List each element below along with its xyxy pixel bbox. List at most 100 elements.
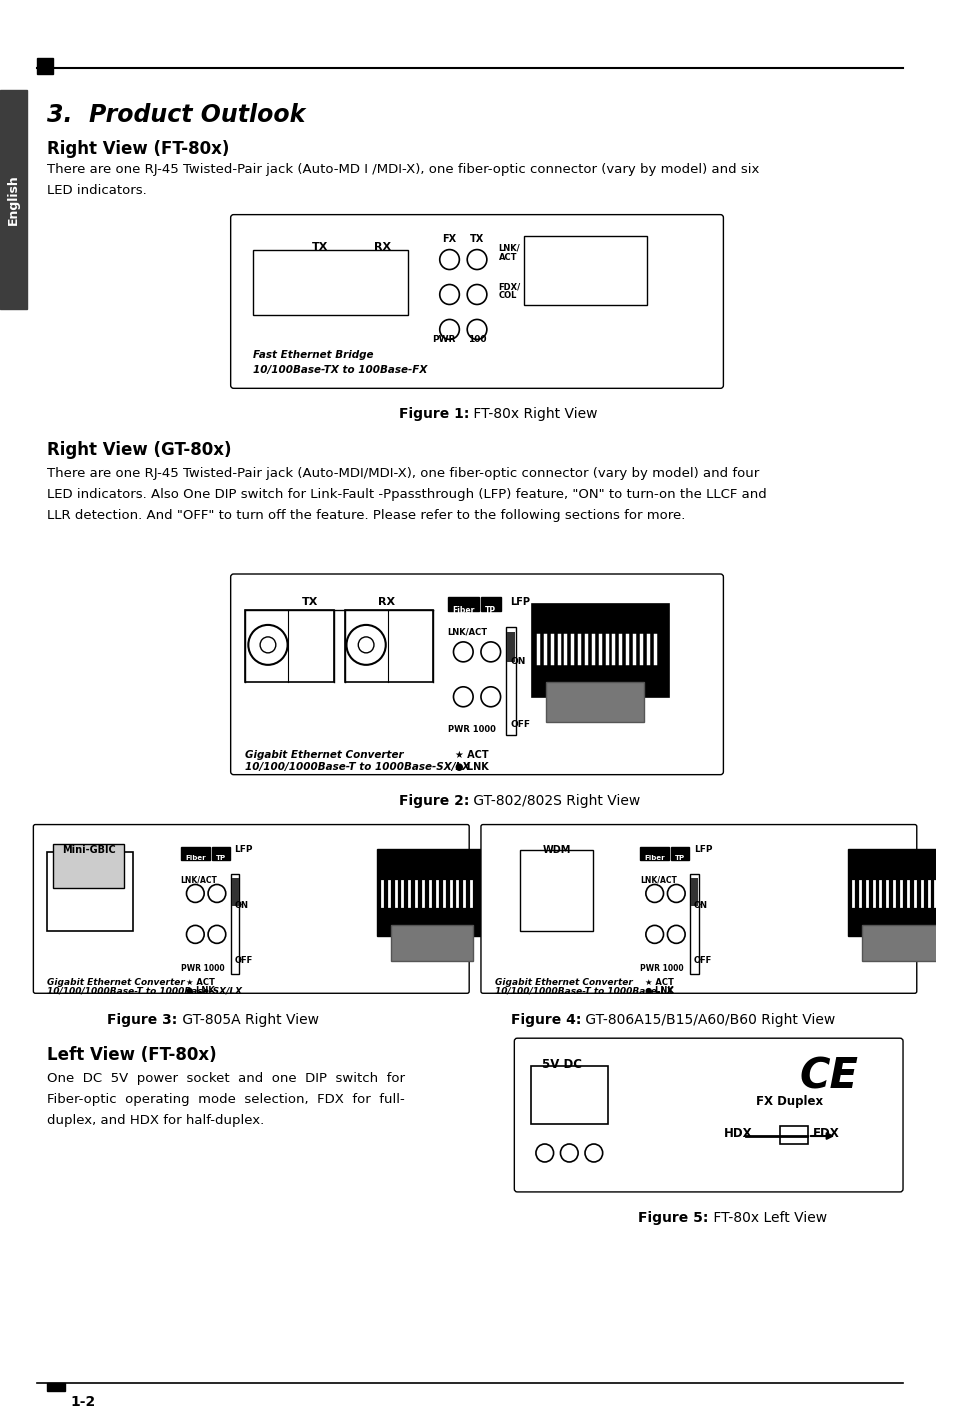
Text: PWR 1000: PWR 1000 bbox=[180, 964, 224, 973]
Text: PWR 1000: PWR 1000 bbox=[639, 964, 683, 973]
Bar bbox=[231, 874, 239, 974]
Circle shape bbox=[439, 319, 459, 339]
Circle shape bbox=[559, 1144, 578, 1162]
Text: 3.  Product Outlook: 3. Product Outlook bbox=[47, 103, 305, 127]
Text: GT-802/802S Right View: GT-802/802S Right View bbox=[469, 794, 639, 808]
Text: ● LNK: ● LNK bbox=[455, 761, 489, 772]
Bar bbox=[545, 682, 643, 722]
Bar bbox=[344, 610, 433, 682]
Text: OFF: OFF bbox=[510, 720, 530, 729]
Text: LFP: LFP bbox=[234, 844, 253, 853]
Text: CE: CE bbox=[800, 1055, 858, 1097]
Text: 100: 100 bbox=[467, 336, 486, 345]
Bar bbox=[780, 1125, 807, 1144]
Text: ON: ON bbox=[693, 901, 707, 911]
Circle shape bbox=[248, 626, 287, 665]
Circle shape bbox=[453, 642, 473, 662]
Circle shape bbox=[584, 1144, 602, 1162]
Circle shape bbox=[439, 250, 459, 270]
Bar bbox=[245, 610, 334, 682]
Bar bbox=[506, 627, 516, 734]
Text: There are one RJ-45 Twisted-Pair jack (Auto-MDI/MDI-X), one fiber-optic connecto: There are one RJ-45 Twisted-Pair jack (A… bbox=[47, 467, 766, 522]
Circle shape bbox=[186, 884, 204, 902]
FancyBboxPatch shape bbox=[231, 575, 722, 775]
Circle shape bbox=[358, 637, 374, 652]
Text: English: English bbox=[8, 174, 20, 225]
Text: Figure 4:: Figure 4: bbox=[510, 1014, 580, 1028]
Circle shape bbox=[467, 250, 486, 270]
Text: LNK/: LNK/ bbox=[498, 244, 519, 253]
Text: Figure 1:: Figure 1: bbox=[398, 407, 469, 421]
FancyBboxPatch shape bbox=[33, 825, 469, 993]
Bar bbox=[180, 847, 210, 860]
Circle shape bbox=[667, 925, 684, 943]
Text: Fiber: Fiber bbox=[185, 854, 206, 860]
FancyBboxPatch shape bbox=[231, 215, 722, 388]
Text: FT-80x Left View: FT-80x Left View bbox=[708, 1211, 826, 1224]
Circle shape bbox=[536, 1144, 553, 1162]
Text: One  DC  5V  power  socket  and  one  DIP  switch  for
Fiber-optic  operating  m: One DC 5V power socket and one DIP switc… bbox=[47, 1072, 405, 1127]
Circle shape bbox=[480, 642, 500, 662]
Text: HDX: HDX bbox=[722, 1127, 751, 1139]
Bar bbox=[532, 604, 669, 696]
Bar bbox=[53, 843, 124, 888]
Text: ★ ACT: ★ ACT bbox=[455, 750, 489, 760]
Text: FX: FX bbox=[442, 233, 456, 244]
Circle shape bbox=[260, 637, 275, 652]
Text: Fiber: Fiber bbox=[643, 854, 664, 860]
Bar bbox=[212, 847, 230, 860]
Text: LFP: LFP bbox=[693, 844, 712, 853]
Text: ● LNK: ● LNK bbox=[644, 987, 673, 995]
Bar bbox=[37, 58, 53, 73]
Bar bbox=[232, 878, 238, 907]
Text: ON: ON bbox=[510, 657, 525, 666]
Bar bbox=[689, 874, 699, 974]
Text: FT-80x Right View: FT-80x Right View bbox=[469, 407, 598, 421]
Circle shape bbox=[186, 925, 204, 943]
Text: RX: RX bbox=[374, 241, 391, 251]
Circle shape bbox=[667, 884, 684, 902]
Text: FDX: FDX bbox=[812, 1127, 839, 1139]
Circle shape bbox=[467, 284, 486, 305]
Bar bbox=[690, 878, 698, 907]
Bar bbox=[523, 236, 646, 305]
Text: TX: TX bbox=[312, 241, 328, 251]
Text: 10/100/1000Base-T to 1000Base-LX: 10/100/1000Base-T to 1000Base-LX bbox=[495, 987, 673, 995]
Circle shape bbox=[645, 925, 663, 943]
Text: 10/100/1000Base-T to 1000Base-SX/LX: 10/100/1000Base-T to 1000Base-SX/LX bbox=[245, 761, 470, 772]
Text: Gigabit Ethernet Converter: Gigabit Ethernet Converter bbox=[47, 979, 185, 987]
Bar bbox=[519, 850, 592, 932]
Text: LFP: LFP bbox=[510, 597, 530, 607]
Text: 5V DC: 5V DC bbox=[541, 1058, 581, 1072]
Text: OFF: OFF bbox=[234, 956, 253, 966]
Text: WDM: WDM bbox=[542, 844, 570, 854]
Text: Left View (FT-80x): Left View (FT-80x) bbox=[47, 1046, 216, 1065]
Text: Figure 2:: Figure 2: bbox=[398, 794, 469, 808]
Bar bbox=[639, 847, 669, 860]
Text: OFF: OFF bbox=[693, 956, 712, 966]
Text: ON: ON bbox=[234, 901, 249, 911]
Circle shape bbox=[467, 319, 486, 339]
Text: FX Duplex: FX Duplex bbox=[755, 1096, 822, 1108]
Text: ★ ACT: ★ ACT bbox=[644, 979, 673, 987]
Bar bbox=[390, 925, 473, 962]
Text: Gigabit Ethernet Converter: Gigabit Ethernet Converter bbox=[245, 750, 403, 760]
Bar bbox=[253, 250, 408, 315]
FancyBboxPatch shape bbox=[480, 825, 916, 993]
Text: LNK/ACT: LNK/ACT bbox=[447, 628, 487, 637]
Text: 10/100/1000Base-T to 1000Base-SX/LX: 10/100/1000Base-T to 1000Base-SX/LX bbox=[47, 987, 242, 995]
Text: GT-805A Right View: GT-805A Right View bbox=[177, 1014, 318, 1028]
Text: Figure 3:: Figure 3: bbox=[108, 1014, 177, 1028]
Text: 1-2: 1-2 bbox=[71, 1395, 96, 1409]
Text: COL: COL bbox=[498, 291, 517, 301]
Text: PWR 1000: PWR 1000 bbox=[447, 724, 495, 734]
Bar bbox=[671, 847, 688, 860]
Circle shape bbox=[645, 884, 663, 902]
Text: LNK/ACT: LNK/ACT bbox=[180, 875, 217, 884]
FancyBboxPatch shape bbox=[514, 1038, 902, 1192]
Text: Right View (GT-80x): Right View (GT-80x) bbox=[47, 441, 232, 459]
Text: ACT: ACT bbox=[498, 253, 517, 261]
Bar bbox=[507, 633, 515, 662]
Text: Gigabit Ethernet Converter: Gigabit Ethernet Converter bbox=[495, 979, 632, 987]
Text: TX: TX bbox=[470, 233, 484, 244]
